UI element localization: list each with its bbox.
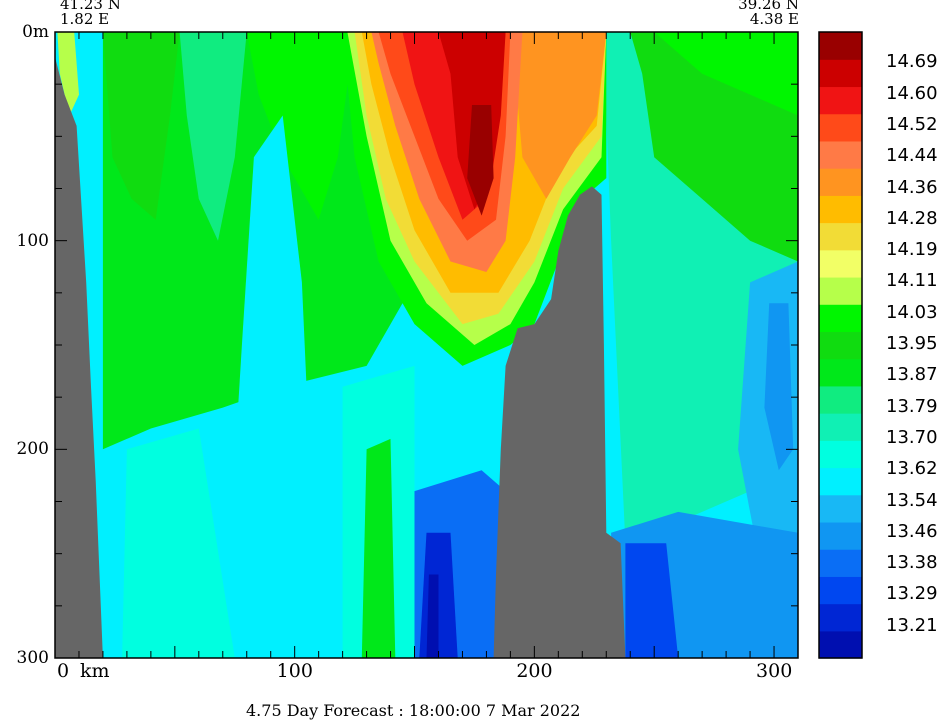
y-tick-label: 300 bbox=[16, 648, 49, 668]
colorbar-swatch bbox=[819, 276, 862, 305]
field-band bbox=[102, 32, 180, 220]
right-lon-label: 4.38 E bbox=[749, 10, 799, 28]
field-band bbox=[122, 428, 235, 658]
seabed-land bbox=[55, 57, 626, 658]
colorbar-swatch bbox=[819, 304, 862, 332]
colorbar-label: 14.19 bbox=[886, 239, 938, 261]
field-band bbox=[179, 32, 247, 241]
y-tick-label: 200 bbox=[16, 439, 49, 460]
colorbar-swatch bbox=[819, 549, 862, 577]
field-band bbox=[654, 32, 798, 116]
colorbar-swatch bbox=[819, 249, 862, 278]
colorbar-swatch bbox=[819, 113, 862, 142]
y-tick-label: 100 bbox=[16, 230, 49, 251]
colorbar-swatch bbox=[819, 222, 862, 251]
colorbar-label: 13.79 bbox=[886, 395, 938, 417]
left-lat-label: 41.23 N bbox=[60, 0, 121, 13]
forecast-caption: 4.75 Day Forecast : 18:00:00 7 Mar 2022 bbox=[246, 701, 581, 720]
colorbar-swatch bbox=[819, 59, 862, 88]
temperature-field bbox=[55, 32, 798, 658]
left-lon-label: 1.82 E bbox=[60, 10, 110, 28]
colorbar-swatch bbox=[819, 358, 862, 387]
colorbar-swatch bbox=[819, 140, 862, 169]
field-band bbox=[510, 32, 607, 199]
field-band bbox=[361, 438, 396, 658]
colorbar-frame bbox=[818, 31, 863, 659]
field-band bbox=[222, 115, 319, 658]
y-tick-label: 0m bbox=[22, 22, 49, 42]
colorbar-label: 13.95 bbox=[886, 333, 938, 354]
colorbar-swatch bbox=[819, 32, 862, 60]
colorbar-swatch bbox=[819, 521, 862, 550]
colorbar-swatch bbox=[819, 413, 862, 441]
field-band bbox=[55, 32, 355, 220]
colorbar-label: 13.38 bbox=[886, 552, 938, 574]
colorbar-swatch bbox=[819, 385, 862, 414]
colorbar-label: 14.03 bbox=[886, 301, 938, 323]
x-tick-label: 100 bbox=[276, 660, 313, 682]
colorbar-swatch bbox=[819, 576, 862, 605]
colorbar-swatch bbox=[819, 494, 862, 523]
land-mask bbox=[55, 57, 626, 658]
field-band bbox=[467, 105, 494, 216]
colorbar-label: 14.44 bbox=[886, 145, 938, 167]
colorbar-swatch bbox=[819, 195, 862, 224]
x-tick-label: 200 bbox=[516, 660, 553, 682]
field-band bbox=[57, 32, 79, 116]
colorbar-label: 14.28 bbox=[886, 207, 938, 229]
right-lat-label: 39.26 N bbox=[738, 0, 799, 13]
colorbar-label: 13.87 bbox=[886, 364, 938, 386]
colorbar-swatch bbox=[819, 467, 862, 496]
colorbar-swatch bbox=[819, 168, 862, 196]
colorbar-label: 14.60 bbox=[886, 82, 938, 104]
colorbar-swatch bbox=[819, 86, 862, 115]
x-tick-label: 300 bbox=[756, 660, 793, 682]
colorbar-label: 13.62 bbox=[886, 458, 938, 480]
field-band bbox=[426, 574, 439, 658]
colorbar-label: 13.70 bbox=[886, 426, 938, 448]
colorbar-label: 14.69 bbox=[886, 51, 938, 73]
x-unit-label: km bbox=[80, 660, 110, 682]
x-tick-label: 0 bbox=[57, 660, 70, 682]
axis-ticks bbox=[54, 31, 799, 659]
colorbar-swatch bbox=[819, 331, 862, 360]
colorbar-swatch bbox=[819, 630, 862, 659]
colorbar-label: 13.29 bbox=[886, 583, 938, 605]
colorbar-label: 14.11 bbox=[886, 270, 938, 292]
colorbar-label: 13.46 bbox=[886, 520, 938, 542]
field-band bbox=[764, 303, 794, 471]
field-band bbox=[625, 543, 679, 658]
colorbar-label: 14.52 bbox=[886, 113, 938, 135]
colorbar-label: 14.36 bbox=[886, 176, 938, 198]
colorbar-label: 13.21 bbox=[886, 614, 938, 636]
colorbar-label: 13.54 bbox=[886, 489, 938, 511]
colorbar-swatch bbox=[819, 603, 862, 632]
colorbar-swatch bbox=[819, 440, 862, 469]
colorbar bbox=[818, 31, 863, 659]
